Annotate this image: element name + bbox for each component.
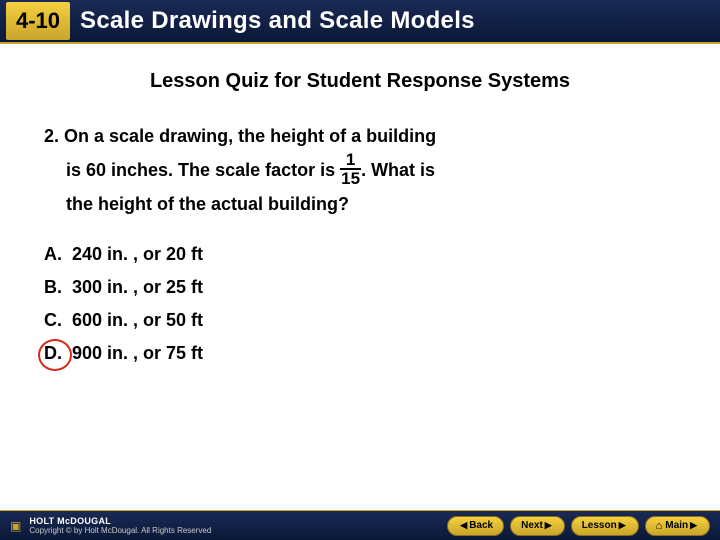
question-line3: the height of the actual building?: [66, 189, 676, 221]
nav-label: Lesson: [582, 520, 617, 531]
lesson-subheading: Lesson Quiz for Student Response Systems: [44, 70, 676, 93]
question-line2b: . What is: [361, 159, 435, 179]
book-icon: ▣: [10, 519, 21, 533]
triangle-right-icon: ▶: [690, 520, 697, 531]
answer-option[interactable]: B. 300 in. , or 25 ft: [44, 277, 676, 298]
nav-label: Main: [665, 520, 688, 531]
answer-list: A. 240 in. , or 20 ft B. 300 in. , or 25…: [44, 244, 676, 364]
slide-footer: ▣ HOLT McDOUGAL Copyright © by Holt McDo…: [0, 510, 720, 540]
fraction-denominator: 15: [340, 170, 361, 187]
nav-label: Back: [469, 520, 493, 531]
question-line1: On a scale drawing, the height of a buil…: [64, 126, 436, 146]
copyright-text: Copyright © by Holt McDougal. All Rights…: [29, 526, 211, 535]
fraction-numerator: 1: [340, 151, 361, 170]
question-text: 2. On a scale drawing, the height of a b…: [44, 121, 676, 220]
scale-fraction: 1 15: [340, 151, 361, 187]
slide-content: Lesson Quiz for Student Response Systems…: [0, 44, 720, 364]
triangle-right-icon: ▶: [545, 520, 552, 531]
main-button[interactable]: ⌂ Main ▶: [645, 516, 710, 536]
footer-branding: ▣ HOLT McDOUGAL Copyright © by Holt McDo…: [10, 516, 211, 535]
answer-text: 240 in. , or 20 ft: [72, 244, 203, 265]
chapter-title: Scale Drawings and Scale Models: [80, 7, 475, 35]
back-button[interactable]: ◀ Back: [447, 516, 504, 536]
chapter-code-badge: 4-10: [6, 2, 70, 40]
question-number: 2.: [44, 126, 59, 146]
answer-letter: C.: [44, 310, 72, 331]
question-line2a: is 60 inches. The scale factor is: [66, 159, 340, 179]
chapter-header: 4-10 Scale Drawings and Scale Models: [0, 0, 720, 44]
answer-option[interactable]: A. 240 in. , or 20 ft: [44, 244, 676, 265]
next-button[interactable]: Next ▶: [510, 516, 565, 536]
answer-option[interactable]: D. 900 in. , or 75 ft: [44, 343, 676, 364]
brand-name: HOLT McDOUGAL: [29, 516, 211, 526]
answer-text: 600 in. , or 50 ft: [72, 310, 203, 331]
home-icon: ⌂: [656, 520, 663, 532]
answer-letter: D.: [44, 343, 72, 364]
answer-text: 900 in. , or 75 ft: [72, 343, 203, 364]
lesson-button[interactable]: Lesson ▶: [571, 516, 639, 536]
triangle-right-icon: ▶: [619, 520, 626, 531]
answer-option[interactable]: C. 600 in. , or 50 ft: [44, 310, 676, 331]
answer-text: 300 in. , or 25 ft: [72, 277, 203, 298]
answer-letter: B.: [44, 277, 72, 298]
nav-label: Next: [521, 520, 543, 531]
footer-nav: ◀ Back Next ▶ Lesson ▶ ⌂ Main ▶: [447, 516, 710, 536]
triangle-left-icon: ◀: [460, 520, 467, 531]
answer-letter: A.: [44, 244, 72, 265]
